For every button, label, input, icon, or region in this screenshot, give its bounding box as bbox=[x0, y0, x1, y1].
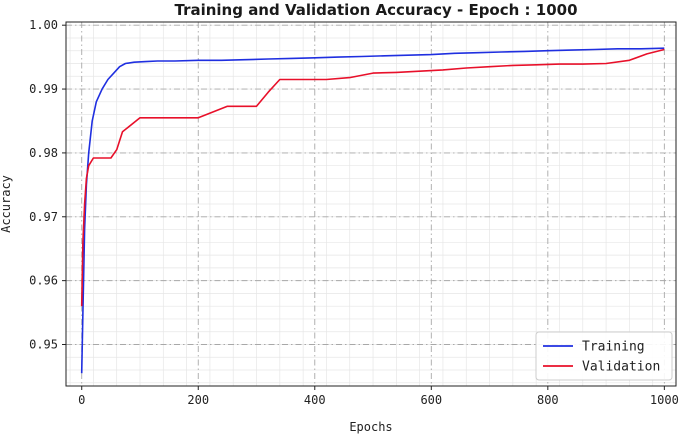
series-line-validation bbox=[80, 48, 665, 307]
plot-frame bbox=[65, 21, 677, 387]
legend-box bbox=[535, 331, 673, 381]
y-tick-label: 0.95 bbox=[29, 337, 58, 351]
y-tick-label: 0.96 bbox=[29, 274, 58, 288]
series-line-training bbox=[80, 47, 665, 374]
y-tick-label: 0.99 bbox=[29, 82, 58, 96]
x-tick-label: 0 bbox=[78, 393, 85, 407]
grid bbox=[66, 22, 677, 386]
x-tick-label: 800 bbox=[537, 393, 559, 407]
y-tick-label: 1.00 bbox=[29, 18, 58, 32]
legend-label: Training bbox=[582, 340, 645, 355]
legend: Training Validation bbox=[535, 331, 673, 381]
x-tick-label: 1000 bbox=[650, 393, 679, 407]
x-tick-label: 400 bbox=[304, 393, 326, 407]
x-tick-label: 600 bbox=[420, 393, 442, 407]
x-axis-label: Epochs bbox=[349, 420, 392, 434]
axis-ticks: 0 200 400 600 800 1000 0.95 0.96 0.97 0.98 0.99 1.0… bbox=[29, 18, 679, 407]
x-tick-label: 200 bbox=[187, 393, 209, 407]
y-tick-label: 0.97 bbox=[29, 210, 58, 224]
y-axis-label: Accuracy bbox=[0, 175, 13, 233]
legend-label: Validation bbox=[582, 360, 660, 375]
series-lines bbox=[80, 47, 665, 374]
chart-title: Training and Validation Accuracy - Epoch… bbox=[174, 1, 577, 19]
y-tick-label: 0.98 bbox=[29, 146, 58, 160]
